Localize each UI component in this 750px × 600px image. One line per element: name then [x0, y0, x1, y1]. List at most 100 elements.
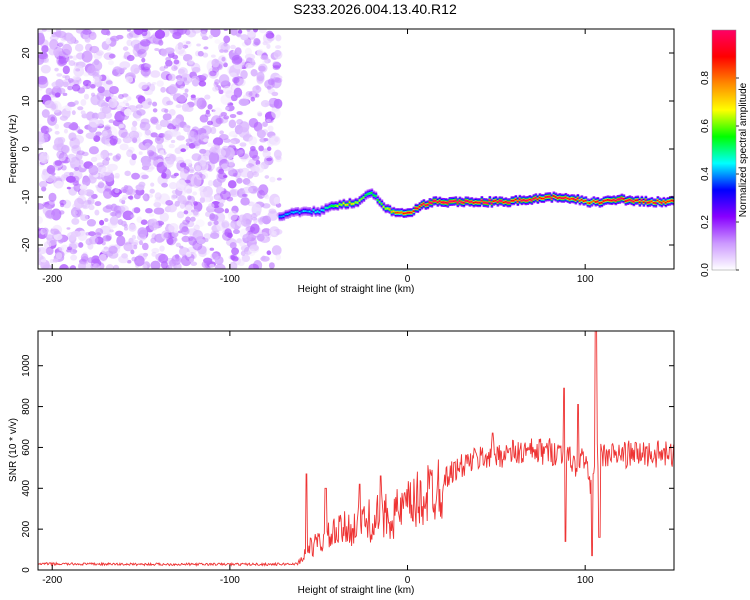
noise-blob — [128, 187, 134, 193]
noise-blob — [199, 148, 207, 154]
ridge-cell — [350, 203, 354, 205]
ridge-cell — [380, 203, 384, 205]
noise-blob — [38, 247, 41, 253]
noise-blob — [200, 30, 207, 38]
noise-blob — [126, 54, 135, 62]
noise-blob — [91, 193, 98, 199]
noise-blob — [43, 133, 49, 138]
ridge-cell — [612, 198, 616, 201]
ridge-cell — [618, 198, 622, 201]
noise-blob — [249, 148, 259, 159]
noise-blob — [212, 137, 224, 146]
noise-blob — [75, 209, 83, 217]
noise-blob — [99, 219, 105, 226]
noise-blob — [236, 33, 242, 38]
noise-blob — [52, 31, 57, 35]
ridge-cell — [484, 201, 488, 204]
noise-blob — [68, 55, 73, 59]
ridge-cell — [536, 198, 540, 201]
noise-blob — [67, 101, 76, 107]
noise-blob — [117, 219, 124, 226]
ridge-cell — [470, 200, 474, 203]
noise-blob — [210, 115, 222, 128]
noise-blob — [191, 62, 201, 73]
noise-blob — [111, 211, 116, 217]
noise-blob — [160, 48, 168, 57]
noise-blob — [84, 189, 95, 196]
noise-blob — [212, 86, 219, 92]
noise-blob — [76, 52, 85, 60]
noise-blob — [90, 156, 98, 163]
noise-blob — [138, 151, 143, 156]
noise-blob — [258, 217, 264, 225]
noise-blob — [162, 232, 170, 240]
noise-blob — [62, 75, 67, 79]
noise-blob — [103, 89, 112, 98]
ridge-cell — [280, 215, 284, 218]
ridge-cell — [298, 211, 302, 214]
ridge-cell — [666, 200, 670, 203]
noise-blob — [152, 108, 158, 113]
noise-blob — [133, 43, 141, 52]
noise-blob — [45, 29, 52, 33]
ridge-cell — [428, 201, 432, 204]
noise-blob — [173, 230, 179, 233]
ridge-cell — [522, 199, 526, 201]
noise-blob — [181, 103, 190, 112]
ridge-cell — [642, 201, 646, 204]
noise-blob — [179, 245, 184, 249]
snr-series-line — [38, 331, 674, 567]
noise-blob — [65, 57, 71, 62]
noise-blob — [109, 137, 118, 146]
noise-blob — [45, 87, 53, 96]
ridge-cell — [296, 210, 300, 213]
noise-blob — [188, 169, 195, 174]
noise-blob — [97, 86, 105, 94]
ridge-cell — [568, 198, 572, 201]
noise-blob — [233, 87, 243, 98]
noise-blob — [96, 162, 105, 168]
noise-blob — [183, 184, 193, 194]
ridge-cell — [534, 196, 538, 199]
noise-blob — [231, 54, 243, 65]
noise-blob — [273, 149, 282, 159]
ridge-cell — [570, 197, 574, 200]
noise-blob — [179, 222, 188, 232]
ridge-cell — [576, 197, 580, 200]
colorbar-tick-label: 0.6 — [700, 119, 711, 133]
noise-blob — [206, 120, 214, 126]
noise-blob — [42, 227, 49, 234]
noise-blob — [245, 226, 256, 233]
noise-blob — [173, 59, 180, 65]
noise-blob — [201, 155, 210, 161]
ridge-cell — [414, 207, 418, 210]
noise-blob — [68, 123, 79, 131]
noise-blob — [41, 45, 49, 53]
noise-blob — [232, 76, 240, 84]
noise-blob — [75, 152, 83, 161]
noise-blob — [244, 234, 252, 242]
noise-blob — [156, 143, 164, 151]
noise-blob — [88, 31, 97, 41]
noise-blob — [38, 180, 48, 188]
noise-blob — [253, 37, 261, 46]
noise-blob — [85, 238, 93, 246]
noise-blob — [38, 247, 47, 255]
noise-blob — [168, 84, 178, 95]
ridge-cell — [604, 199, 608, 202]
noise-blob — [73, 134, 85, 144]
noise-blob — [134, 189, 141, 194]
ridge-cell — [378, 201, 382, 203]
noise-blob — [190, 75, 200, 85]
snr-x-tick-label: -100 — [220, 575, 240, 586]
noise-blob — [112, 155, 121, 162]
noise-blob — [61, 145, 70, 154]
spectrogram-x-tick-label: 100 — [577, 274, 594, 285]
ridge-cell — [582, 200, 586, 203]
noise-blob — [251, 216, 258, 221]
noise-blob — [142, 264, 148, 269]
noise-blob — [104, 126, 111, 130]
noise-blob — [262, 121, 268, 127]
spectrogram-marks — [38, 29, 674, 269]
noise-blob — [88, 231, 96, 237]
